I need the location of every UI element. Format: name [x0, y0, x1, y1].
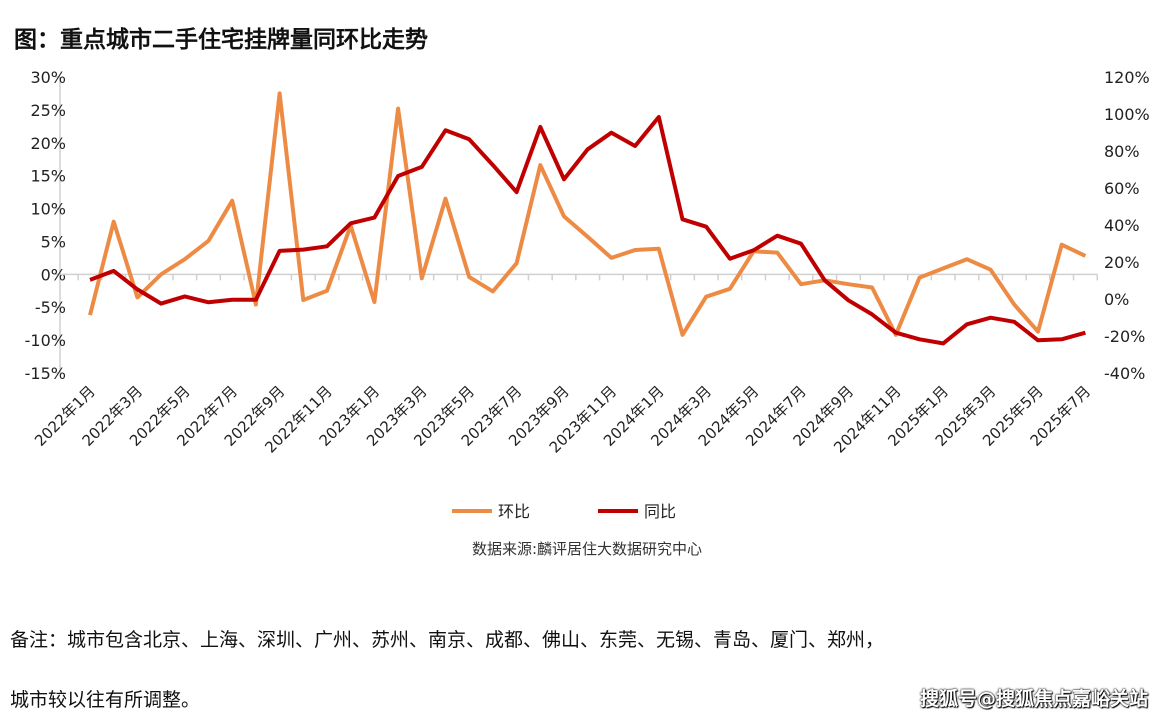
data-source: 数据来源:麟评居住大数据研究中心 — [471, 540, 703, 558]
left-tick-label: 5% — [41, 232, 66, 251]
legend-label: 环比 — [498, 502, 530, 521]
left-tick-label: 25% — [30, 101, 66, 120]
right-tick-label: -40% — [1104, 364, 1145, 383]
left-tick-label: 0% — [41, 265, 66, 284]
line-chart: 30% 25% 20% 15% 10% 5% 0% -5% -10% -15% 120% 100% 80… — [25, 68, 1150, 521]
watermark: 搜狐号@搜狐焦点嘉峪关站 — [919, 688, 1148, 710]
legend-label: 同比 — [644, 502, 676, 521]
right-tick-label: -20% — [1104, 327, 1145, 346]
right-tick-label: 20% — [1104, 253, 1140, 272]
chart-title: 图：重点城市二手住宅挂牌量同环比走势 — [14, 27, 428, 53]
right-tick-label: 60% — [1104, 179, 1140, 198]
left-tick-label: 30% — [30, 68, 66, 87]
note-line-2: 城市较以往有所调整。 — [10, 689, 201, 711]
left-tick-label: 10% — [30, 200, 66, 219]
left-tick-label: 15% — [30, 167, 66, 186]
right-tick-label: 0% — [1104, 290, 1129, 309]
left-tick-label: -5% — [35, 298, 66, 317]
note-line-1: 备注：城市包含北京、上海、深圳、广州、苏州、南京、成都、佛山、东莞、无锡、青岛、… — [10, 629, 885, 651]
left-tick-label: -15% — [25, 364, 66, 383]
right-tick-label: 120% — [1104, 68, 1150, 87]
left-tick-label: 20% — [30, 134, 66, 153]
right-tick-label: 80% — [1104, 142, 1140, 161]
left-tick-label: -10% — [25, 331, 66, 350]
right-tick-label: 100% — [1104, 105, 1150, 124]
right-tick-label: 40% — [1104, 216, 1140, 235]
